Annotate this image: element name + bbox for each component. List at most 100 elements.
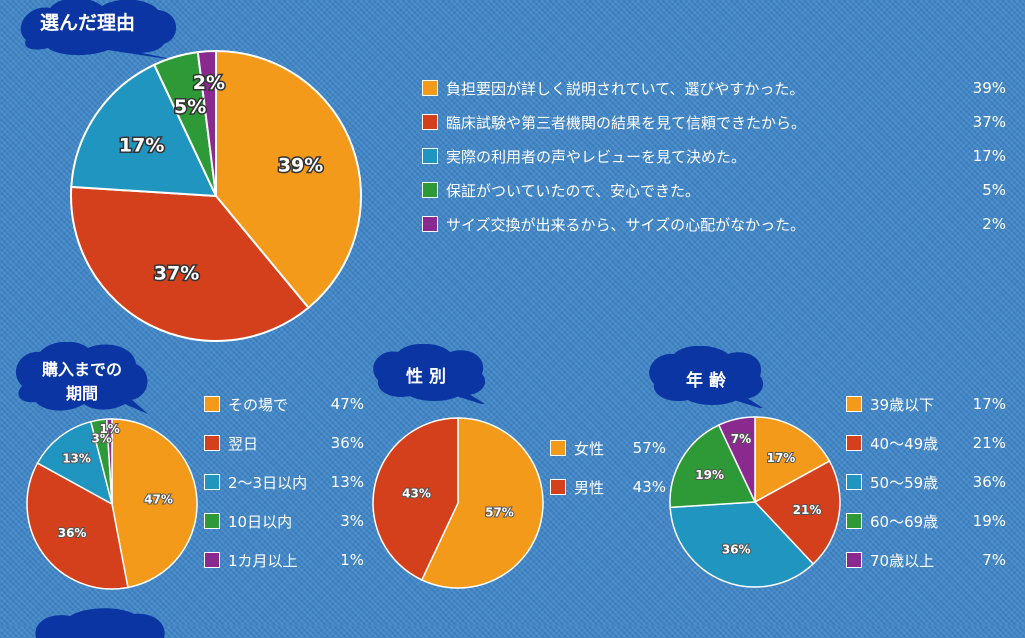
chart-title-reasons: 選んだ理由 bbox=[40, 12, 136, 34]
legend-label: 40〜49歳 bbox=[870, 434, 939, 453]
legend-value: 21% bbox=[972, 434, 1006, 452]
legend-item: 負担要因が詳しく説明されていて、選びやすかった。 39% bbox=[422, 76, 1006, 100]
pie-data-label: 47% bbox=[144, 493, 173, 507]
legend-label: 39歳以下 bbox=[870, 395, 935, 414]
pie-slice bbox=[717, 416, 756, 503]
pie-slice bbox=[36, 420, 114, 506]
title-bubble-next bbox=[30, 608, 170, 638]
legend-label: 1カ月以上 bbox=[228, 551, 298, 570]
legend-value: 19% bbox=[972, 512, 1006, 530]
pie-slice bbox=[111, 418, 198, 589]
pie-slice bbox=[70, 63, 218, 198]
legend-item: サイズ交換が出来るから、サイズの心配がなかった。 2% bbox=[422, 212, 1006, 236]
legend-value: 1% bbox=[340, 551, 364, 569]
legend-period: その場で 47% 翌日 36% 2〜3日以内 13% 10日以内 3% 1カ月以上 1% bbox=[204, 392, 364, 582]
chart-title-period-line1: 購入までの bbox=[41, 360, 122, 379]
pie-data-label: 36% bbox=[722, 542, 751, 556]
legend-label: 10日以内 bbox=[228, 512, 293, 531]
legend-item: その場で 47% bbox=[204, 392, 364, 416]
legend-item: 2〜3日以内 13% bbox=[204, 470, 364, 494]
pie-data-label: 57% bbox=[485, 505, 514, 519]
legend-label: 女性 bbox=[574, 439, 605, 458]
legend-label: 臨床試験や第三者機関の結果を見て信頼できたから。 bbox=[446, 113, 807, 132]
legend-value: 37% bbox=[972, 113, 1006, 131]
legend-value: 57% bbox=[632, 439, 666, 457]
pie-data-label: 19% bbox=[695, 468, 724, 482]
cloud-bubble-shape bbox=[649, 346, 764, 408]
chart-title-age: 年 齢 bbox=[686, 371, 726, 391]
cloud-bubble-shape bbox=[20, 0, 177, 60]
legend-item: 女性 57% bbox=[550, 436, 666, 460]
cloud-bubble-shape bbox=[373, 344, 486, 404]
legend-swatch bbox=[422, 148, 438, 164]
pie-chart-age: 17% 21% 36% 19% 7% bbox=[669, 416, 841, 588]
pie-slice bbox=[669, 424, 757, 509]
legend-item: 男性 43% bbox=[550, 475, 666, 499]
pie-slice bbox=[372, 417, 459, 581]
legend-label: 男性 bbox=[574, 478, 605, 497]
legend-value: 7% bbox=[982, 551, 1006, 569]
legend-label: サイズ交換が出来るから、サイズの心配がなかった。 bbox=[446, 215, 806, 234]
legend-swatch bbox=[846, 474, 862, 490]
legend-item: 保証がついていたので、安心できた。 5% bbox=[422, 178, 1006, 202]
pie-slice bbox=[753, 460, 841, 566]
legend-gender: 女性 57% 男性 43% bbox=[550, 436, 666, 499]
pie-data-label: 17% bbox=[119, 134, 164, 156]
legend-swatch bbox=[846, 435, 862, 451]
legend-value: 13% bbox=[330, 473, 364, 491]
pie-data-label: 37% bbox=[154, 263, 199, 285]
pie-slice bbox=[754, 416, 831, 504]
pie-data-label: 39% bbox=[278, 155, 323, 177]
legend-item: 70歳以上 7% bbox=[846, 548, 1006, 572]
pie-slice bbox=[669, 501, 815, 588]
cloud-bubble-shape bbox=[35, 608, 165, 638]
legend-swatch bbox=[550, 440, 566, 456]
legend-label: 2〜3日以内 bbox=[228, 473, 308, 492]
legend-item: 40〜49歳 21% bbox=[846, 431, 1006, 455]
legend-swatch bbox=[204, 513, 220, 529]
legend-value: 2% bbox=[982, 215, 1006, 233]
legend-label: 70歳以上 bbox=[870, 551, 935, 570]
legend-swatch bbox=[422, 114, 438, 130]
cloud-bubble-shape bbox=[16, 342, 148, 414]
pie-slice bbox=[26, 462, 129, 590]
pie-chart-reasons: 39% 37% 17% 5%2% bbox=[70, 49, 362, 342]
pie-data-label: 17% bbox=[767, 451, 796, 465]
legend-swatch bbox=[846, 396, 862, 412]
chart-title-period-line2: 期間 bbox=[65, 384, 98, 403]
legend-label: 50〜59歳 bbox=[870, 473, 939, 492]
legend-swatch bbox=[846, 552, 862, 568]
pie-slice bbox=[105, 418, 113, 505]
pie-data-label: 43% bbox=[402, 487, 431, 501]
legend-item: 翌日 36% bbox=[204, 431, 364, 455]
pie-chart-gender: 57% 43% bbox=[372, 417, 544, 589]
legend-swatch bbox=[422, 80, 438, 96]
title-bubble-gender: 性 別 bbox=[370, 344, 490, 404]
pie-data-label: 21% bbox=[793, 503, 822, 517]
legend-swatch bbox=[550, 479, 566, 495]
legend-value: 47% bbox=[330, 395, 364, 413]
legend-item: 39歳以下 17% bbox=[846, 392, 1006, 416]
pie-data-label: 36% bbox=[58, 526, 87, 540]
legend-swatch bbox=[204, 552, 220, 568]
legend-swatch bbox=[422, 216, 438, 232]
chart-title-gender: 性 別 bbox=[406, 367, 446, 387]
pie-chart-period: 47% 36% 13%3%1% bbox=[26, 418, 198, 590]
legend-swatch bbox=[846, 513, 862, 529]
pie-data-label: 3% bbox=[91, 432, 111, 446]
pie-slice bbox=[70, 185, 310, 342]
legend-item: 1カ月以上 1% bbox=[204, 548, 364, 572]
pie-slice bbox=[215, 49, 362, 310]
legend-label: 翌日 bbox=[228, 434, 259, 453]
pie-slice bbox=[196, 49, 217, 197]
legend-label: その場で bbox=[228, 395, 289, 414]
legend-item: 臨床試験や第三者機関の結果を見て信頼できたから。 37% bbox=[422, 110, 1006, 134]
legend-age: 39歳以下 17% 40〜49歳 21% 50〜59歳 36% 60〜69歳 19% 70歳以上… bbox=[846, 392, 1006, 582]
legend-swatch bbox=[204, 435, 220, 451]
legend-label: 負担要因が詳しく説明されていて、選びやすかった。 bbox=[446, 79, 805, 98]
pie-slice bbox=[420, 417, 544, 589]
legend-value: 39% bbox=[972, 79, 1006, 97]
pie-data-label: 2% bbox=[193, 72, 225, 94]
legend-value: 17% bbox=[972, 395, 1006, 413]
pie-data-label: 1% bbox=[99, 422, 119, 436]
